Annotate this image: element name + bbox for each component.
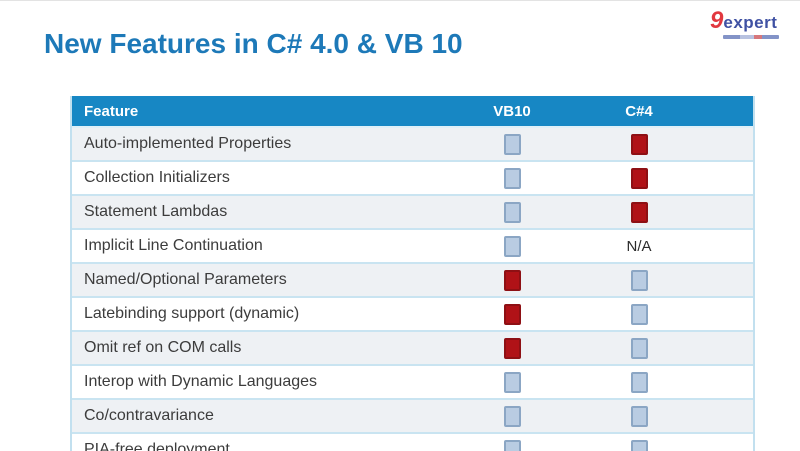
red-square-marker [504, 270, 521, 291]
red-square-marker [631, 134, 648, 155]
csharp4-cell [582, 366, 696, 398]
logo-prefix: 9 [710, 7, 723, 34]
feature-name: Named/Optional Parameters [72, 271, 442, 289]
feature-name: Co/contravariance [72, 407, 442, 425]
csharp4-cell: N/A [582, 230, 696, 262]
vb10-cell [442, 400, 582, 432]
table-row: Statement Lambdas [72, 196, 753, 230]
table-row: Implicit Line Continuation N/A [72, 230, 753, 264]
red-square-marker [631, 202, 648, 223]
blue-square-marker [504, 406, 521, 427]
vb10-cell [442, 264, 582, 296]
blue-square-marker [504, 440, 521, 451]
csharp4-cell [582, 162, 696, 194]
logo-tagline [723, 35, 779, 39]
logo-name: expert [723, 13, 777, 32]
red-square-marker [504, 304, 521, 325]
table-header-row: Feature VB10 C#4 [72, 96, 753, 128]
csharp4-cell [582, 298, 696, 330]
vb10-cell [442, 196, 582, 228]
table-row: PIA-free deployment [72, 434, 753, 451]
table-row: Co/contravariance [72, 400, 753, 434]
blue-square-marker [504, 236, 521, 257]
blue-square-marker [631, 304, 648, 325]
vb10-cell [442, 128, 582, 160]
csharp4-cell [582, 434, 696, 451]
feature-name: Auto-implemented Properties [72, 135, 442, 153]
csharp4-cell [582, 128, 696, 160]
blue-square-marker [631, 440, 648, 451]
not-applicable-label: N/A [626, 238, 651, 255]
blue-square-marker [504, 202, 521, 223]
table-row: Named/Optional Parameters [72, 264, 753, 298]
csharp4-cell [582, 264, 696, 296]
red-square-marker [631, 168, 648, 189]
feature-name: Collection Initializers [72, 169, 442, 187]
page-title: New Features in C# 4.0 & VB 10 [44, 28, 463, 60]
vb10-cell [442, 434, 582, 451]
table-body: Auto-implemented Properties Collection In… [72, 128, 753, 451]
blue-square-marker [631, 372, 648, 393]
feature-name: Implicit Line Continuation [72, 237, 442, 255]
blue-square-marker [631, 270, 648, 291]
blue-square-marker [504, 168, 521, 189]
csharp4-cell [582, 332, 696, 364]
blue-square-marker [504, 372, 521, 393]
company-logo: 9expert [710, 9, 794, 39]
feature-name: Statement Lambdas [72, 203, 442, 221]
vb10-cell [442, 162, 582, 194]
csharp4-cell [582, 196, 696, 228]
table-row: Collection Initializers [72, 162, 753, 196]
feature-name: Latebinding support (dynamic) [72, 305, 442, 323]
column-header-csharp4: C#4 [582, 103, 696, 120]
blue-square-marker [504, 134, 521, 155]
vb10-cell [442, 230, 582, 262]
column-header-feature: Feature [72, 103, 442, 120]
red-square-marker [504, 338, 521, 359]
feature-name: Interop with Dynamic Languages [72, 373, 442, 391]
vb10-cell [442, 298, 582, 330]
blue-square-marker [631, 338, 648, 359]
table-row: Auto-implemented Properties [72, 128, 753, 162]
table-row: Interop with Dynamic Languages [72, 366, 753, 400]
feature-name: Omit ref on COM calls [72, 339, 442, 357]
vb10-cell [442, 366, 582, 398]
column-header-vb10: VB10 [442, 103, 582, 120]
blue-square-marker [631, 406, 648, 427]
vb10-cell [442, 332, 582, 364]
table-row: Omit ref on COM calls [72, 332, 753, 366]
csharp4-cell [582, 400, 696, 432]
table-row: Latebinding support (dynamic) [72, 298, 753, 332]
feature-comparison-table: Feature VB10 C#4 Auto-implemented Proper… [70, 96, 755, 451]
